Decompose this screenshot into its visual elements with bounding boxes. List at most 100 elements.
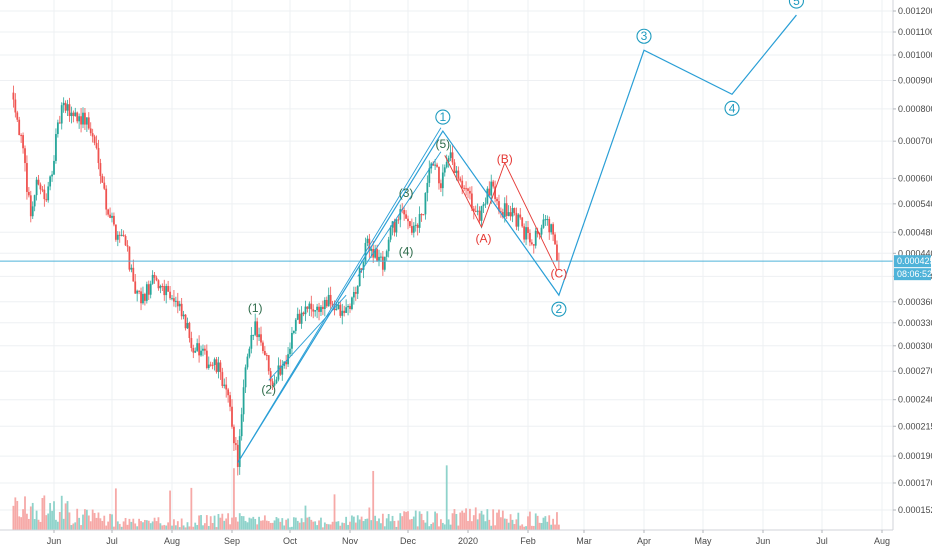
candle-body [99, 163, 102, 177]
wave-label-text: 2 [556, 302, 563, 316]
volume-bar [443, 524, 446, 530]
volume-bar [536, 515, 539, 530]
volume-bar [556, 512, 558, 530]
volume-bar [151, 521, 154, 530]
volume-bar [391, 515, 394, 530]
volume-bar [254, 518, 257, 530]
volume-bar [45, 515, 48, 530]
candle-body [169, 291, 171, 299]
x-tick-label: Nov [342, 536, 359, 546]
y-tick-label: 0.0008000 [898, 104, 932, 114]
volume-bar [424, 522, 427, 530]
volume-bar [302, 522, 305, 530]
x-tick-label: Jun [756, 536, 771, 546]
wave-label-4: 4 [724, 100, 740, 116]
candle-body [472, 208, 475, 211]
volume-bar [501, 510, 504, 530]
volume-bar [494, 525, 496, 530]
volume-bar [95, 517, 98, 530]
candle-body [521, 217, 524, 227]
candle-body [291, 332, 293, 349]
volume-bar [84, 509, 86, 530]
candle-body [281, 365, 284, 375]
volume-bar [482, 514, 485, 530]
candle-body [128, 246, 131, 270]
candle-body [380, 256, 382, 258]
candle-body [548, 219, 551, 233]
volume-bar [120, 526, 123, 530]
candle-body [418, 214, 421, 228]
volume-bar [459, 512, 462, 530]
volume-bar [41, 498, 44, 530]
candle-body [267, 355, 270, 372]
wave-label-circle [788, 0, 804, 9]
volume-bar [507, 522, 510, 530]
y-tick-label: 0.0004800 [898, 227, 932, 237]
volume-bar [194, 522, 197, 530]
candle-body [393, 221, 396, 233]
candle-body [260, 334, 262, 343]
volume-bar [372, 470, 375, 530]
volume-bar [37, 519, 40, 530]
volume-bar [312, 521, 315, 530]
candle-body [39, 184, 42, 190]
y-tick-label: 0.0003300 [898, 318, 932, 328]
volume-bar [314, 521, 317, 530]
volume-bar [217, 513, 220, 530]
wave-label-circle [724, 100, 740, 116]
volume-bar [341, 522, 344, 530]
candle-body [325, 299, 328, 307]
candle-body [445, 161, 448, 168]
volume-bar [35, 510, 38, 530]
volume-bar [409, 519, 411, 530]
volume-bar [12, 505, 15, 530]
x-tick-label: Apr [637, 536, 651, 546]
candle-body [457, 170, 460, 179]
volume-bar [114, 488, 117, 530]
volume-bar [470, 521, 473, 530]
volume-bar [126, 524, 129, 530]
candle-body [335, 308, 338, 311]
candle-body [422, 214, 425, 216]
candle-body [269, 371, 272, 382]
volume-bar [287, 518, 289, 530]
volume-bar [548, 515, 551, 530]
volume-bar [428, 526, 431, 530]
candle-body [41, 189, 44, 191]
candle-body [95, 142, 98, 148]
volume-bar [76, 508, 79, 530]
candle-body [12, 92, 15, 100]
volume-bar [281, 518, 284, 530]
volume-bar [234, 517, 237, 530]
volume-bar [51, 510, 53, 530]
volume-bar [354, 522, 357, 530]
candle-body [122, 234, 125, 237]
candle-body [250, 334, 253, 349]
price-tag-text: 0.0004259 [897, 256, 932, 266]
candle-body [198, 343, 200, 356]
candle-body [550, 224, 553, 233]
candle-body [412, 225, 415, 233]
volume-bar [93, 512, 96, 530]
volume-bar [109, 513, 111, 530]
volume-bar [43, 495, 46, 530]
volume-bar [138, 518, 140, 530]
volume-bar [113, 526, 115, 530]
candle-body [370, 248, 373, 251]
y-tick-label: 0.0010000 [898, 50, 932, 60]
volume-bar [72, 523, 75, 530]
volume-bar [97, 512, 100, 530]
volume-bar [389, 521, 392, 530]
candle-body [329, 294, 332, 305]
volume-bar [196, 525, 199, 530]
volume-bar [426, 511, 429, 530]
volume-bar [465, 508, 467, 530]
candle-body [449, 152, 452, 158]
candle-body [171, 298, 173, 300]
candle-body [72, 112, 75, 117]
candle-body [188, 322, 191, 339]
volume-bar [515, 519, 518, 530]
candle-body [554, 234, 556, 245]
candle-body [105, 188, 108, 210]
minor-wave-label: (5) [436, 137, 451, 151]
